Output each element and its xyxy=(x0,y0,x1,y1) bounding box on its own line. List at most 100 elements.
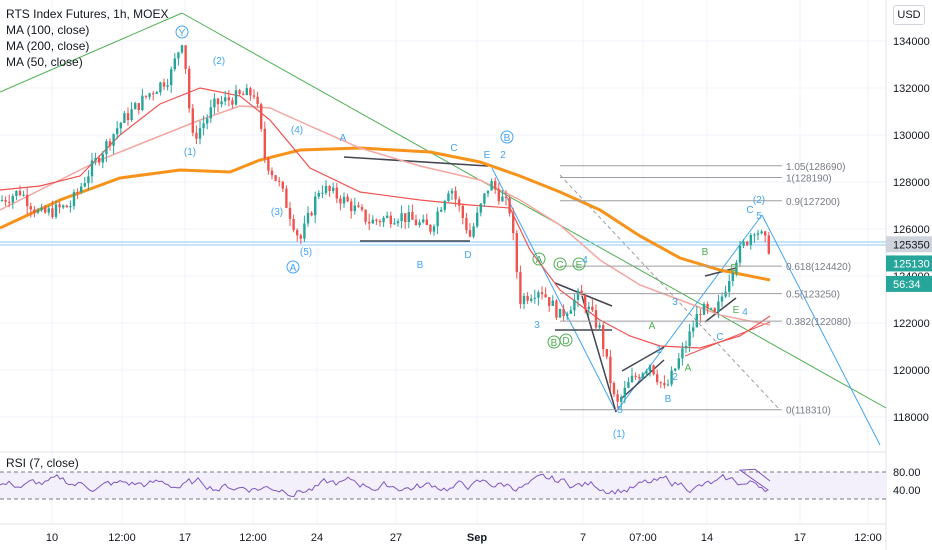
candle-body xyxy=(501,196,504,202)
candle-body xyxy=(317,193,320,197)
candle xyxy=(548,297,551,313)
candle-body xyxy=(713,308,716,312)
candle-body xyxy=(296,230,299,236)
candle xyxy=(555,299,558,321)
candle xyxy=(422,214,425,224)
candle xyxy=(623,380,626,404)
candle xyxy=(83,177,86,188)
candle xyxy=(274,174,277,182)
candle-body xyxy=(612,383,616,395)
candle-body xyxy=(616,394,619,402)
candle xyxy=(76,188,79,200)
time-tick: 12:00 xyxy=(108,532,136,544)
candle-body xyxy=(461,205,464,218)
candle xyxy=(40,203,43,213)
candle xyxy=(544,287,547,298)
candle-body xyxy=(526,295,529,301)
trend-line-green xyxy=(181,12,887,409)
candle xyxy=(483,192,486,207)
candle-body xyxy=(65,205,68,208)
candle xyxy=(404,213,407,229)
ma-50-label: MA (50, close) xyxy=(6,55,83,69)
candle xyxy=(515,229,518,279)
price-tick: 134000 xyxy=(893,36,930,48)
wave-label: (3) xyxy=(271,207,283,218)
candle xyxy=(533,289,536,304)
fib-label: 1(128190) xyxy=(786,174,832,185)
wave-label: C xyxy=(746,205,753,216)
candle xyxy=(245,83,248,96)
candle xyxy=(382,216,385,228)
candle-body xyxy=(584,295,587,310)
wave-label: D xyxy=(562,336,569,347)
time-tick: 17 xyxy=(794,532,806,544)
fib-label: 0(118310) xyxy=(786,406,831,417)
candle xyxy=(123,111,126,124)
candle-body xyxy=(98,157,101,163)
candle xyxy=(281,180,284,192)
candle-body xyxy=(285,188,288,208)
time-tick: 24 xyxy=(311,532,323,544)
candle-body xyxy=(504,196,508,198)
candle xyxy=(512,207,515,241)
candle xyxy=(350,198,353,219)
wave-label: (5) xyxy=(300,247,312,258)
candle xyxy=(252,89,256,100)
candle-body xyxy=(227,97,230,101)
candle-body xyxy=(425,219,428,225)
candle xyxy=(292,214,295,233)
candle-body xyxy=(710,308,713,310)
candle-body xyxy=(638,376,641,379)
candle xyxy=(760,229,763,235)
wave-label: A xyxy=(536,255,543,266)
candle xyxy=(162,78,166,91)
grid xyxy=(0,0,887,550)
trend-line-green xyxy=(0,12,183,93)
candle xyxy=(393,218,396,225)
candle-body xyxy=(522,295,526,304)
wave-label: 1 xyxy=(656,345,662,356)
candle xyxy=(486,190,490,198)
candle xyxy=(216,97,220,113)
candle xyxy=(710,307,713,311)
candle-body xyxy=(429,224,432,232)
candle-body xyxy=(314,196,317,216)
wave-label-circle xyxy=(500,130,514,144)
candle-body xyxy=(328,185,331,191)
candle xyxy=(148,92,151,100)
candle xyxy=(242,91,245,96)
candle xyxy=(767,232,770,255)
candle-body xyxy=(641,373,644,379)
candle xyxy=(414,214,418,226)
candle-body xyxy=(512,213,515,234)
candle xyxy=(108,138,112,151)
candle-body xyxy=(400,213,403,222)
candle xyxy=(630,367,634,384)
candle xyxy=(65,204,68,208)
candle-body xyxy=(180,45,184,53)
candle xyxy=(454,186,457,207)
candle-body xyxy=(94,157,97,161)
wave-label: D xyxy=(730,263,737,274)
candle xyxy=(105,139,108,163)
candle-body xyxy=(324,185,328,193)
candle-body xyxy=(699,314,702,316)
wave-label: 3 xyxy=(672,297,678,308)
candle-body xyxy=(634,375,637,377)
candle-body xyxy=(648,365,652,372)
candle xyxy=(389,211,392,228)
price-tag-label: 125350 xyxy=(893,239,930,251)
candle-body xyxy=(267,158,270,171)
candle-body xyxy=(375,219,378,221)
currency-button[interactable]: USD xyxy=(893,5,925,25)
candle xyxy=(440,206,443,213)
candle xyxy=(468,223,472,238)
candle-body xyxy=(494,181,497,190)
candle xyxy=(54,200,58,219)
candle xyxy=(15,190,18,201)
candle xyxy=(112,133,115,155)
candle xyxy=(224,90,227,106)
chart-title: RTS Index Futures, 1h, MOEX xyxy=(6,7,169,21)
candle xyxy=(602,322,605,357)
